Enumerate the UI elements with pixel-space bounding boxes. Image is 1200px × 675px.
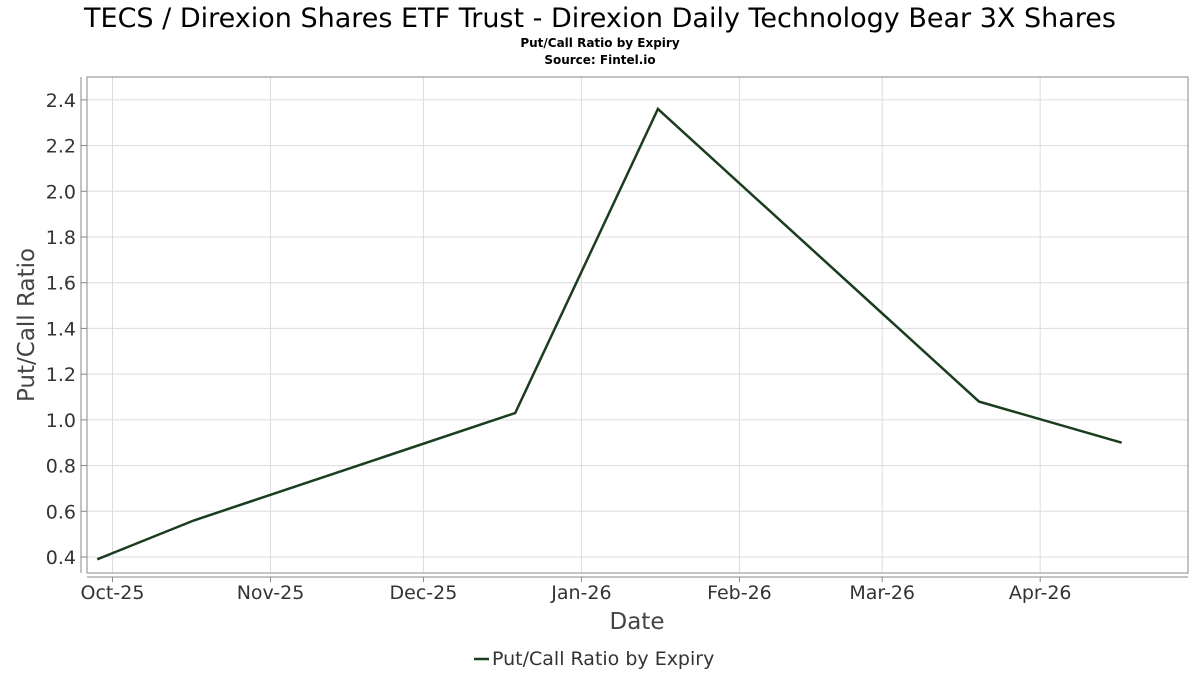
chart-title: TECS / Direxion Shares ETF Trust - Direx… <box>83 3 1116 34</box>
x-axis-title: Date <box>610 609 665 635</box>
chart-subtitle: Put/Call Ratio by Expiry <box>520 36 680 50</box>
y-axis-title: Put/Call Ratio <box>14 248 40 402</box>
y-tick-label: 1.4 <box>46 318 76 340</box>
y-tick-label: 1.8 <box>46 227 76 249</box>
x-tick-label: Feb-26 <box>707 582 772 604</box>
x-axis-ticks: Oct-25 Nov-25 Dec-25 Jan-26 Feb-26 Mar-26 Apr-… <box>81 577 1072 604</box>
x-tick-label: Dec-25 <box>390 582 458 604</box>
y-tick-label: 1.6 <box>46 273 76 295</box>
x-tick-label: Nov-25 <box>237 582 305 604</box>
legend: Put/Call Ratio by Expiry <box>474 648 714 670</box>
y-tick-label: 0.8 <box>46 456 76 478</box>
y-tick-label: 1.2 <box>46 364 76 386</box>
legend-label: Put/Call Ratio by Expiry <box>492 648 714 670</box>
x-tick-label: Jan-26 <box>550 582 611 604</box>
plot-area-frame <box>86 76 1189 574</box>
y-tick-label: 2.0 <box>46 181 76 203</box>
y-tick-label: 0.4 <box>46 547 76 569</box>
y-tick-label: 0.6 <box>46 501 76 523</box>
y-tick-label: 1.0 <box>46 410 76 432</box>
x-tick-label: Apr-26 <box>1009 582 1072 604</box>
x-tick-label: Mar-26 <box>849 582 915 604</box>
x-tick-label: Oct-25 <box>81 582 145 604</box>
grid <box>87 77 1188 573</box>
y-tick-label: 2.2 <box>46 136 76 158</box>
series-line <box>96 106 1123 561</box>
y-tick-label: 2.4 <box>46 90 76 112</box>
series-layer <box>96 106 1123 561</box>
chart-source: Source: Fintel.io <box>544 53 655 67</box>
y-axis-ticks: 0.4 0.6 0.8 1.0 1.2 1.4 1.6 1.8 2.0 2.2 2.4 <box>46 90 87 569</box>
